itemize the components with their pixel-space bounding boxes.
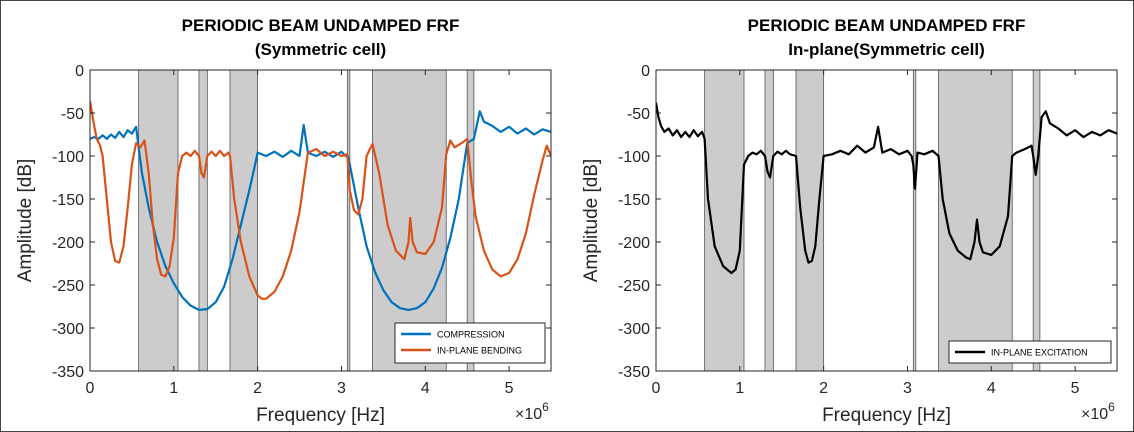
y-tick-label: -200 [618,235,650,252]
y-axis-label: Amplitude [dB] [581,159,602,283]
axes-box [89,69,552,372]
y-tick-label: -100 [618,149,650,166]
y-tick-label: -250 [52,278,84,295]
stop-band-3 [912,69,917,372]
x-exponent-power: 6 [1108,400,1115,414]
axes-box [655,69,1118,372]
y-tick-label: 0 [75,63,84,80]
x-tick-label: 1 [735,380,744,397]
stop-band-0 [138,69,179,372]
series-line-compression [90,110,551,311]
stop-band-4 [938,69,1013,372]
y-axis-label: Amplitude [dB] [15,159,36,283]
x-exponent-power: 6 [542,400,549,414]
legend: IN-PLANE EXCITATION [948,340,1112,364]
y-tick-label: -150 [618,192,650,209]
y-tick-label: -200 [52,235,84,252]
chart-right: PERIODIC BEAM UNDAMPED FRF In-plane(Symme… [581,16,1118,426]
y-tick-label: 0 [641,63,650,80]
x-exponent-label: ×106 [515,400,549,423]
x-tick-label: 3 [903,380,912,397]
chart-subtitle: In-plane(Symmetric cell) [788,40,985,59]
chart-left: PERIODIC BEAM UNDAMPED FRF (Symmetric cel… [15,16,552,426]
series-line-in-plane-bending [90,100,551,300]
series-line-in-plane-excitation [656,102,1117,275]
x-tick-label: 1 [169,380,178,397]
chart-title: PERIODIC BEAM UNDAMPED FRF [748,16,1026,35]
stop-band-3 [346,69,351,372]
x-exponent-base: ×10 [515,406,542,423]
y-tick-label: -350 [618,364,650,381]
y-tick-label: -50 [627,106,650,123]
stop-band-2 [795,69,825,372]
x-exponent-label: ×106 [1081,400,1115,423]
x-exponent-base: ×10 [1081,406,1108,423]
legend-entry: IN-PLANE BENDING [437,346,522,356]
stop-band-1 [198,69,208,372]
x-tick-label: 2 [253,380,262,397]
y-tick-label: -300 [618,321,650,338]
legend: COMPRESSION IN-PLANE BENDING [394,322,546,364]
y-tick-label: -350 [52,364,84,381]
x-tick-label: 2 [819,380,828,397]
legend-box [394,322,546,364]
legend-box [948,340,1112,364]
y-tick-label: -300 [52,321,84,338]
stop-band-1 [764,69,774,372]
legend-entry: IN-PLANE EXCITATION [991,348,1088,358]
chart-title: PERIODIC BEAM UNDAMPED FRF [182,16,460,35]
x-tick-label: 5 [505,380,514,397]
x-tick-label: 5 [1071,380,1080,397]
stop-band-2 [229,69,259,372]
chart-subtitle: (Symmetric cell) [255,40,386,59]
x-tick-label: 4 [421,380,430,397]
x-tick-label: 0 [86,380,95,397]
x-axis-label: Frequency [Hz] [822,405,951,426]
y-tick-label: -250 [618,278,650,295]
x-tick-label: 4 [987,380,996,397]
legend-entry: COMPRESSION [437,330,505,340]
x-tick-label: 3 [337,380,346,397]
x-axis-label: Frequency [Hz] [256,405,385,426]
x-tick-label: 0 [652,380,661,397]
y-tick-label: -150 [52,192,84,209]
stop-band-5 [1032,69,1041,372]
y-tick-label: -50 [61,106,84,123]
y-tick-label: -100 [52,149,84,166]
